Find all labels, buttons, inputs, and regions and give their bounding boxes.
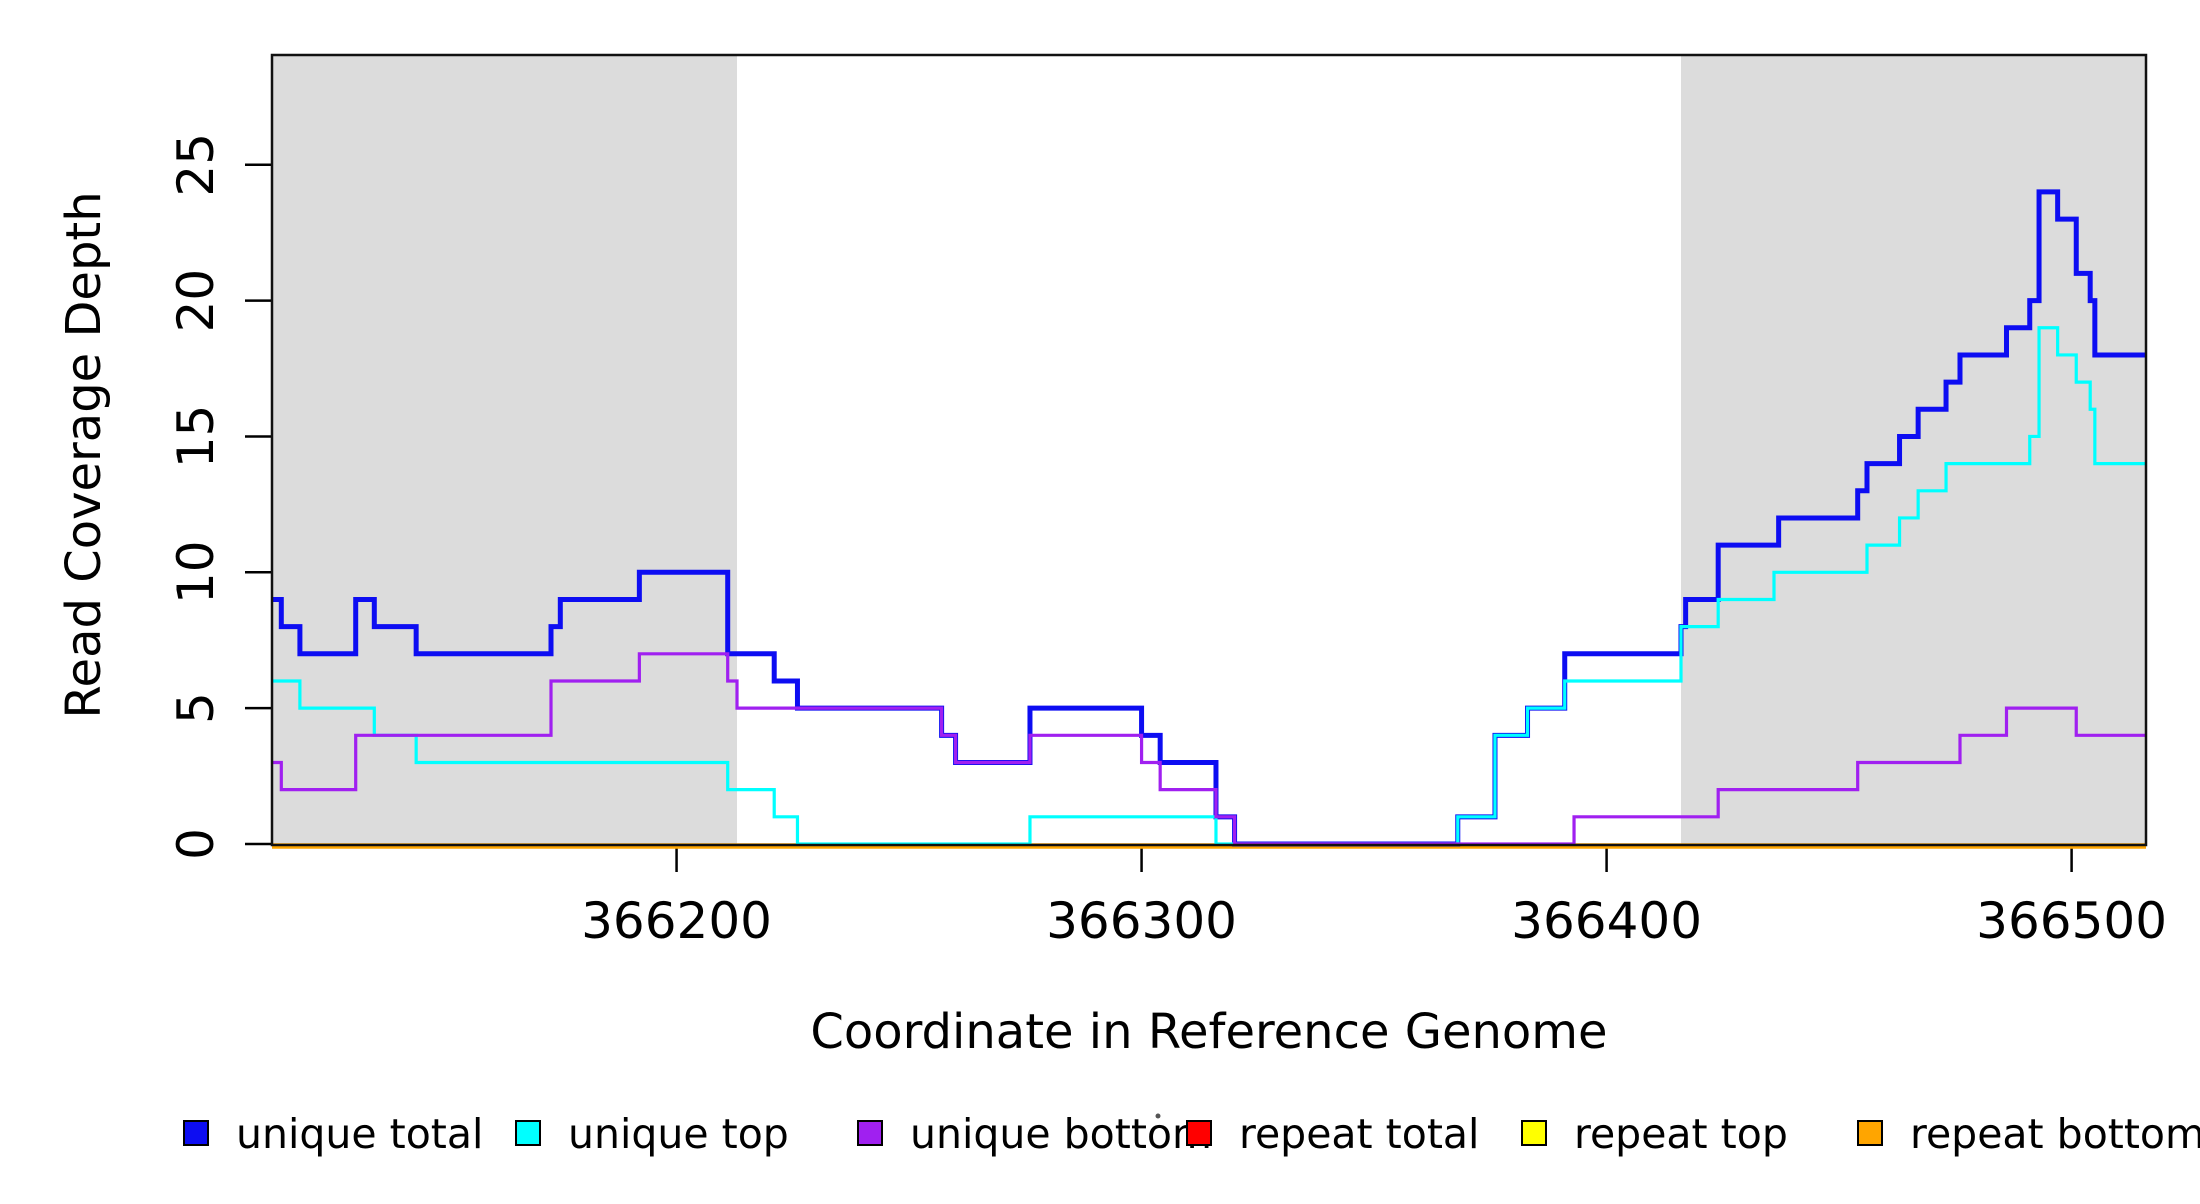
legend: unique total unique top unique bottom repea… — [183, 1110, 2200, 1158]
legend-entry-repeat-top: repeat top — [1521, 1110, 1788, 1158]
legend-label-unique-top: unique top — [568, 1110, 789, 1158]
legend-label-unique-bottom: unique bottom — [910, 1110, 1212, 1158]
shaded-region-1 — [1680, 55, 2146, 845]
legend-artifact-dot — [1155, 1113, 1161, 1119]
legend-entry-unique-top: unique top — [515, 1110, 789, 1158]
y-tick-label-0: 0 — [167, 828, 225, 860]
legend-entry-repeat-bottom: repeat bottom — [1857, 1110, 2200, 1158]
repeat-shaded-regions — [272, 55, 2146, 845]
legend-entry-unique-bottom: unique bottom — [857, 1110, 1212, 1158]
x-tick-label-366400: 366400 — [1511, 892, 1702, 950]
y-axis-title: Read Coverage Depth — [56, 191, 112, 718]
y-axis: 0 5 10 15 20 25 — [167, 133, 272, 860]
legend-swatch-repeat-total — [1186, 1120, 1212, 1146]
y-tick-label-25: 25 — [167, 133, 225, 197]
x-tick-label-366300: 366300 — [1046, 892, 1237, 950]
legend-swatch-unique-total — [183, 1120, 209, 1146]
legend-label-repeat-total: repeat total — [1239, 1110, 1479, 1158]
legend-swatch-repeat-top — [1521, 1120, 1547, 1146]
legend-swatch-unique-top — [515, 1120, 541, 1146]
legend-swatch-repeat-bottom — [1857, 1120, 1883, 1146]
x-axis: 366200 366300 366400 366500 — [581, 845, 2167, 950]
y-tick-label-10: 10 — [167, 540, 225, 604]
series-line-unique-bottom — [272, 652, 2146, 846]
legend-label-repeat-bottom: repeat bottom — [1910, 1110, 2200, 1158]
legend-entry-repeat-total: repeat total — [1186, 1110, 1479, 1158]
plot-border — [270, 53, 2148, 847]
x-tick-label-366200: 366200 — [581, 892, 772, 950]
shaded-region-0 — [272, 55, 738, 845]
legend-label-unique-total: unique total — [236, 1110, 483, 1158]
y-tick-label-20: 20 — [167, 269, 225, 333]
x-axis-title: Coordinate in Reference Genome — [810, 1004, 1607, 1060]
y-tick-label-15: 15 — [167, 405, 225, 469]
legend-label-repeat-top: repeat top — [1574, 1110, 1788, 1158]
y-tick-label-5: 5 — [167, 692, 225, 724]
x-tick-label-366500: 366500 — [1976, 892, 2167, 950]
legend-swatch-unique-bottom — [857, 1120, 883, 1146]
series-line-unique-top — [272, 326, 2146, 846]
legend-entry-unique-total: unique total — [183, 1110, 483, 1158]
